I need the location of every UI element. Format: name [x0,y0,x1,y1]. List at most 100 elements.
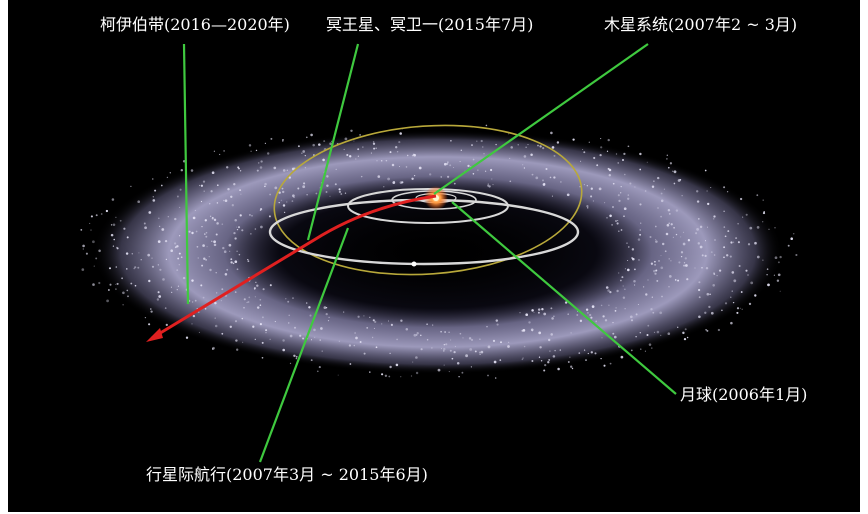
dust-speck [305,167,306,168]
dust-speck [594,352,596,354]
dust-speck [345,138,348,141]
dust-speck [762,221,763,222]
dust-speck [221,288,223,290]
dust-speck [599,188,602,191]
dust-speck [632,258,635,261]
dust-speck [222,223,224,225]
dust-speck [569,357,570,358]
dust-speck [381,160,383,162]
dust-speck [243,307,245,309]
dust-speck [611,224,613,226]
dust-speck [262,316,264,318]
dust-speck [547,361,549,363]
dust-speck [668,222,670,224]
dust-speck [726,254,728,256]
dust-speck [170,249,173,252]
dust-speck [203,297,205,299]
dust-speck [308,306,310,308]
dust-speck [148,280,150,282]
dust-speck [508,133,509,134]
dust-speck [780,291,781,292]
dust-speck [284,212,285,213]
dust-speck [215,317,216,318]
moon-label: 月球(2006年1月) [680,386,807,404]
dust-speck [292,194,295,197]
dust-speck [640,348,641,349]
dust-speck [591,351,593,353]
dust-speck [704,312,706,314]
dust-speck [655,239,656,240]
dust-speck [537,145,539,147]
dust-speck [357,316,359,318]
dust-speck [492,184,493,185]
dust-speck [507,345,510,348]
dust-speck [95,257,97,259]
dust-speck [302,185,305,188]
dust-speck [111,224,112,225]
dust-speck [214,151,215,152]
dust-speck [395,146,397,148]
dust-speck [763,199,764,200]
dust-speck [153,196,154,197]
dust-speck [186,337,188,339]
dust-speck [159,226,160,227]
dust-speck [345,193,346,194]
planet-marker [412,262,417,267]
dust-speck [570,332,571,333]
trajectory-arrowhead [146,328,163,342]
dust-speck [195,300,197,302]
dust-speck [660,335,661,336]
dust-speck [673,227,675,229]
dust-speck [488,183,490,185]
dust-speck [730,256,732,258]
dust-speck [406,328,409,331]
dust-speck [429,173,431,175]
dust-speck [584,184,585,185]
dust-speck [238,168,240,170]
dust-speck [191,323,192,324]
dust-speck [628,145,630,147]
dust-speck [420,335,421,336]
dust-speck [661,193,663,195]
dust-speck [458,376,459,377]
dust-speck [636,313,638,315]
dust-speck [727,191,728,192]
dust-speck [260,323,262,325]
dust-speck [600,138,601,139]
dust-speck [453,351,455,353]
dust-speck [587,185,588,186]
dust-speck [159,269,161,271]
dust-speck [219,154,220,155]
dust-speck [415,356,418,359]
dust-speck [165,240,167,242]
dust-speck [346,154,348,156]
dust-speck [750,282,753,285]
dust-speck [283,169,286,172]
dust-speck [296,356,298,358]
dust-speck [212,171,215,174]
dust-speck [320,327,323,330]
dust-speck [318,143,321,146]
dust-speck [98,282,100,284]
dust-speck [294,327,296,329]
dust-speck [600,358,601,359]
dust-speck [621,276,623,278]
dust-speck [605,319,607,321]
dust-speck [687,337,689,339]
dust-speck [235,339,237,341]
dust-speck [649,236,651,238]
dust-speck [580,320,582,322]
dust-speck [487,375,489,377]
dust-speck [767,284,770,287]
dust-speck [282,339,284,341]
dust-speck [539,357,540,358]
dust-speck [264,186,266,188]
dust-speck [550,177,552,179]
dust-speck [338,375,339,376]
dust-speck [195,210,196,211]
dust-speck [293,355,295,357]
dust-speck [590,195,592,197]
dust-speck [178,286,179,287]
dust-speck [205,219,207,221]
dust-speck [634,284,635,285]
